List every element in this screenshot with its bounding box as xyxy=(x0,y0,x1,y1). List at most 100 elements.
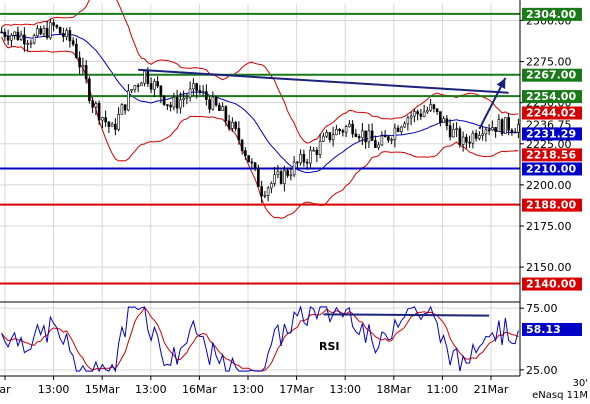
candle-body xyxy=(283,170,286,184)
x-tick-label: 13:00 xyxy=(232,383,264,396)
price-tag-box xyxy=(522,148,582,162)
candle-body xyxy=(91,100,94,108)
candle-body xyxy=(497,119,501,133)
candle-body xyxy=(23,34,26,45)
x-tick-label: 21Mar xyxy=(474,383,509,396)
y-tick-label: 2225.00 xyxy=(526,138,572,151)
level-lines xyxy=(0,12,520,285)
candle-body xyxy=(188,88,192,98)
candle-body xyxy=(442,118,445,123)
candle-body xyxy=(130,89,133,92)
candle-body xyxy=(400,126,403,132)
candle-body xyxy=(484,129,488,135)
candle-body xyxy=(367,130,371,143)
price-tag-label: 2210.00 xyxy=(526,162,576,175)
candle-body xyxy=(185,96,189,99)
candle-body xyxy=(364,130,367,143)
candle-body xyxy=(208,99,211,110)
candle-body xyxy=(318,140,322,155)
candle-body xyxy=(341,130,345,133)
candle-body xyxy=(461,136,465,145)
candle-body xyxy=(302,153,306,163)
y-tick-label: 2200.00 xyxy=(526,179,572,192)
candle-body xyxy=(237,128,241,141)
grid xyxy=(0,4,520,376)
y-tick-label: 2150.00 xyxy=(526,261,572,274)
candle-body xyxy=(104,117,107,123)
candle-body xyxy=(65,30,68,37)
candle-body xyxy=(13,31,16,36)
candle-body xyxy=(240,139,244,151)
source-label: eNasq 11M xyxy=(532,390,588,400)
candle-body xyxy=(458,128,462,145)
candle-body xyxy=(123,104,127,111)
axes: 2300.002275.002250.002225.002200.002175.… xyxy=(0,0,572,396)
x-tick-label: ar xyxy=(0,383,11,396)
candle-body xyxy=(383,135,387,138)
x-tick-label: 17Mar xyxy=(279,383,314,396)
candle-body xyxy=(253,162,257,169)
candle-body xyxy=(201,91,205,93)
candle-body xyxy=(419,113,423,117)
moving-average-line xyxy=(1,31,519,174)
candle-body xyxy=(406,117,410,125)
candle-body xyxy=(49,22,52,39)
candle-body xyxy=(42,27,46,35)
candle-body xyxy=(84,65,88,80)
price-tag-box xyxy=(522,127,582,141)
candle-body xyxy=(331,134,335,141)
price-tag-label: 2244.02 xyxy=(526,107,576,120)
y-tick-label: 2175.00 xyxy=(526,220,572,233)
candle-body xyxy=(393,127,397,140)
candle-body xyxy=(276,171,280,175)
candle-body xyxy=(465,136,468,143)
candle-body xyxy=(78,57,81,68)
candle-body xyxy=(58,26,62,34)
candle-body xyxy=(179,99,182,109)
candle-body xyxy=(273,174,276,184)
candle-body xyxy=(159,85,163,97)
x-tick-label: 11:00 xyxy=(427,383,459,396)
candle-body xyxy=(146,70,150,84)
candle-body xyxy=(224,106,228,122)
x-tick-label: 13:00 xyxy=(329,383,361,396)
price-tag-box xyxy=(522,106,582,120)
candle-body xyxy=(328,132,332,141)
price-tag-label: 2267.00 xyxy=(526,69,576,82)
candle-body xyxy=(234,121,237,129)
candle-body xyxy=(338,128,341,131)
candle-body xyxy=(88,78,91,101)
price-tag-label: 2254.00 xyxy=(526,90,576,103)
candle-body xyxy=(500,119,504,134)
candle-body xyxy=(422,111,426,117)
candle-body xyxy=(309,150,312,164)
candle-body xyxy=(445,118,449,127)
candle-body xyxy=(244,150,247,156)
candle-body xyxy=(448,125,452,138)
candle-body xyxy=(286,170,289,176)
candle-body xyxy=(491,127,494,131)
candle-body xyxy=(403,123,406,128)
candle-body xyxy=(305,161,309,164)
candle-body xyxy=(162,95,166,105)
candle-body xyxy=(426,110,429,113)
candle-body xyxy=(94,103,98,108)
candle-body xyxy=(396,127,400,132)
candles xyxy=(0,18,520,203)
price-tag-label: 2188.00 xyxy=(526,199,576,212)
rsi-y-tick-label: 75.00 xyxy=(526,302,558,315)
moving-average xyxy=(1,31,519,174)
candle-body xyxy=(10,35,13,41)
candle-body xyxy=(361,130,364,139)
candle-body xyxy=(471,132,475,144)
candle-body xyxy=(247,155,250,163)
candle-body xyxy=(62,33,65,37)
candle-body xyxy=(315,149,319,155)
rsi-panel xyxy=(0,301,520,373)
candle-body xyxy=(481,133,484,136)
candle-body xyxy=(55,25,59,28)
candle-body xyxy=(175,96,179,109)
candle-body xyxy=(211,96,215,110)
candle-body xyxy=(26,43,29,45)
candle-body xyxy=(517,124,520,133)
